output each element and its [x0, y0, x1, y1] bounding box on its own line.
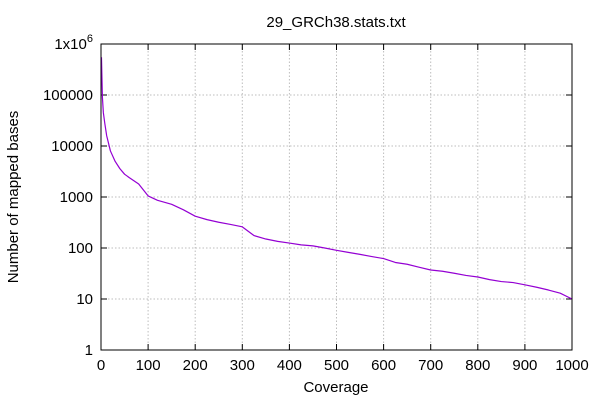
y-tick-label: 10000 [51, 138, 93, 155]
x-tick-label: 100 [136, 357, 161, 374]
x-tick-label: 600 [371, 357, 396, 374]
x-tick-label: 800 [465, 357, 490, 374]
x-tick-label: 700 [418, 357, 443, 374]
chart-title: 29_GRCh38.stats.txt [266, 14, 406, 31]
y-axis-title: Number of mapped bases [5, 111, 22, 284]
y-tick-labels: 1 10 100 1000 10000 100000 1x106 [43, 33, 93, 359]
x-tick-label: 500 [324, 357, 349, 374]
x-tick-label: 1000 [555, 357, 588, 374]
x-tick-label: 400 [277, 357, 302, 374]
y-tick-label: 100 [68, 240, 93, 257]
x-tick-labels: 0 100 200 300 400 500 600 700 800 900 1000 [97, 357, 589, 374]
x-tick-label: 0 [97, 357, 105, 374]
x-tick-label: 300 [230, 357, 255, 374]
grid [101, 44, 572, 350]
y-tick-label: 1 [85, 342, 93, 359]
y-tick-label: 100000 [43, 87, 93, 104]
series [100, 57, 573, 300]
x-tick-label: 200 [183, 357, 208, 374]
series-line [100, 57, 573, 300]
x-axis-title: Coverage [303, 379, 368, 396]
plot-frame [100, 43, 573, 351]
y-tick-label: 1x106 [54, 33, 93, 53]
y-tick-label: 1000 [60, 189, 93, 206]
x-tick-label: 900 [512, 357, 537, 374]
y-tick-label: 10 [76, 291, 93, 308]
